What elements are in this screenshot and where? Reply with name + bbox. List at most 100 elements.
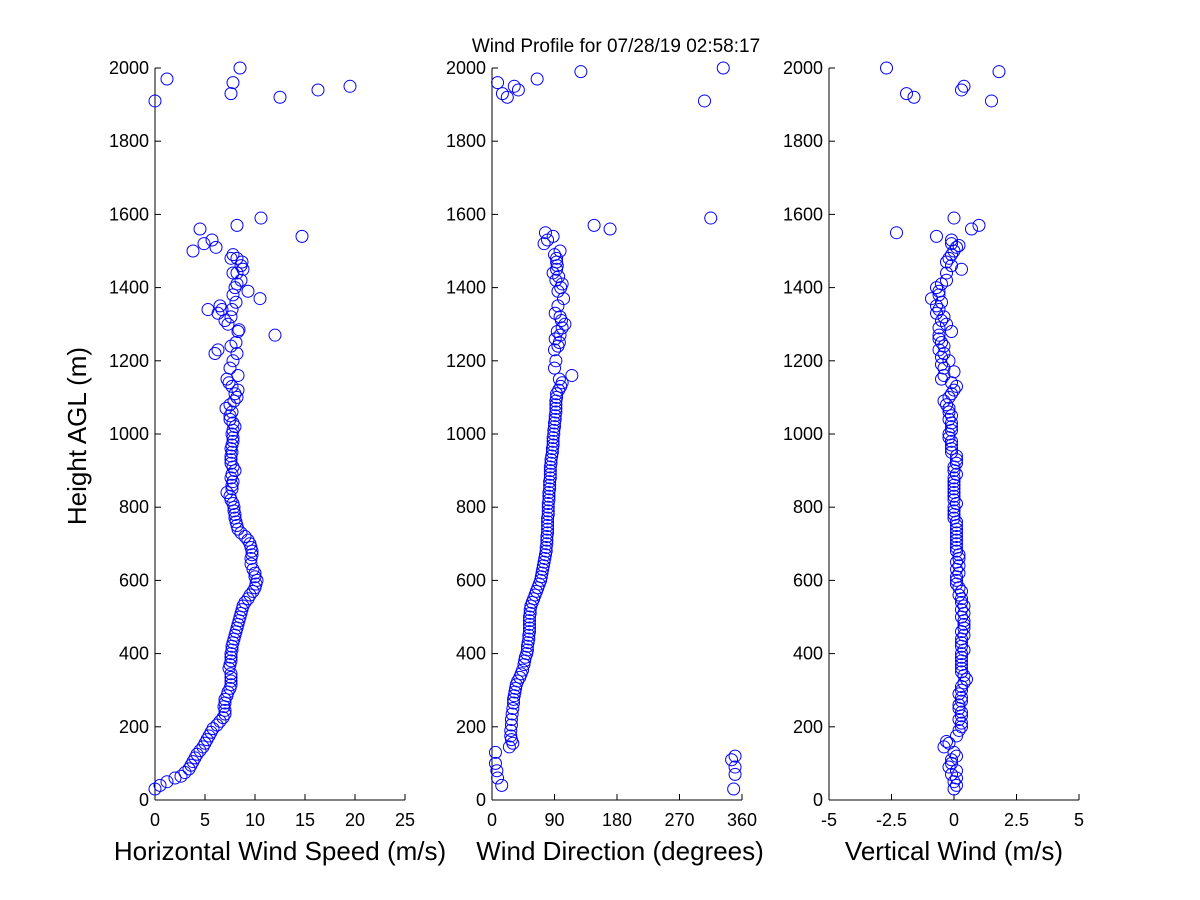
data-point-vertical [957,669,971,683]
data-point-direction [603,222,617,236]
data-point-vertical [947,504,961,518]
data-point-vertical [890,226,903,240]
data-point-speed [216,711,230,725]
data-point-direction [495,778,509,792]
data-point-direction [543,464,557,478]
data-point-speed [245,548,259,562]
data-point-direction [522,632,536,646]
data-point-vertical [945,387,958,401]
data-point-direction [549,405,563,419]
data-point-speed [205,233,219,247]
data-point-vertical [955,584,968,598]
data-point-direction [727,782,741,796]
data-point-speed [223,361,237,375]
data-point-speed [233,61,247,75]
data-point-direction [488,756,502,770]
data-point-speed [188,751,202,765]
data-point-speed [174,769,188,783]
data-point-vertical [957,606,971,620]
data-point-direction [553,328,567,342]
data-point-speed [226,76,240,90]
y-tick-label-vertical: 1200 [783,351,823,371]
x-tick-label-vertical: 0 [949,810,959,830]
data-point-speed [229,336,243,349]
data-point-speed [230,218,244,232]
data-point-vertical [932,303,946,317]
data-point-direction [555,321,569,335]
data-point-speed [224,654,238,668]
data-point-vertical [955,661,968,675]
data-point-speed [196,740,210,754]
data-point-vertical [942,251,956,265]
data-point-direction [548,412,562,426]
data-point-vertical [947,471,961,485]
data-point-vertical [952,687,966,701]
y-tick-label-vertical: 1400 [783,278,823,298]
y-tick-label-speed: 1000 [109,424,149,444]
data-point-vertical [955,603,968,617]
data-point-speed [248,570,262,584]
data-point-vertical [945,237,958,251]
y-tick-label-vertical: 200 [793,717,823,737]
data-point-vertical [955,705,968,719]
data-point-speed [228,387,242,401]
data-point-vertical [957,643,971,657]
data-point-vertical [880,61,893,75]
data-point-direction [553,310,567,324]
data-point-vertical [992,65,1006,79]
data-point-direction [551,284,565,298]
data-point-direction [488,745,502,759]
data-point-direction [520,643,534,657]
data-point-vertical [955,658,968,672]
x-tick-label-vertical: 5 [1074,810,1084,830]
data-point-vertical [950,555,963,569]
data-point-speed [236,262,250,276]
data-point-vertical [935,336,948,349]
data-point-direction [543,482,557,496]
data-point-speed [223,398,237,412]
y-tick-label-vertical: 2000 [783,58,823,78]
data-point-speed [219,401,233,415]
y-axis-label: Height AGL (m) [62,347,92,525]
data-point-vertical [932,284,946,298]
data-point-direction [523,617,536,631]
data-point-direction [540,533,554,547]
data-point-vertical [950,533,963,547]
data-point-vertical [940,255,953,269]
data-point-direction [507,79,521,93]
data-point-speed [224,310,238,324]
data-point-vertical [955,625,968,639]
data-point-direction [587,218,601,232]
data-point-speed [201,303,215,317]
data-point-direction [546,434,560,448]
data-point-vertical [942,390,956,404]
y-tick-label-speed: 200 [119,717,149,737]
data-point-direction [530,72,544,86]
x-tick-label-direction: 270 [664,810,694,830]
data-point-direction [540,537,554,551]
chart-title: Wind Profile for 07/28/19 02:58:17 [472,36,760,57]
y-tick-label-direction: 0 [476,790,486,810]
data-point-vertical [932,328,946,342]
x-tick-label-vertical: -5 [821,810,837,830]
data-point-speed [224,670,238,684]
data-point-direction [542,489,556,503]
data-point-direction [548,306,562,320]
data-point-speed [224,674,238,688]
data-point-speed [168,771,182,785]
data-point-direction [507,696,521,710]
data-point-vertical [947,775,961,789]
x-tick-label-speed: 10 [245,810,265,830]
data-point-direction [548,420,561,434]
data-point-speed [224,667,238,681]
y-tick-label-direction: 1400 [446,278,486,298]
data-point-vertical [955,636,968,650]
x-tick-label-vertical: 2.5 [1004,810,1029,830]
data-point-speed [295,229,309,243]
data-point-vertical [955,647,968,661]
data-point-direction [538,226,552,240]
data-point-speed [273,90,287,104]
data-point-speed [226,475,240,489]
data-point-direction [541,504,555,518]
data-point-vertical [957,79,971,93]
